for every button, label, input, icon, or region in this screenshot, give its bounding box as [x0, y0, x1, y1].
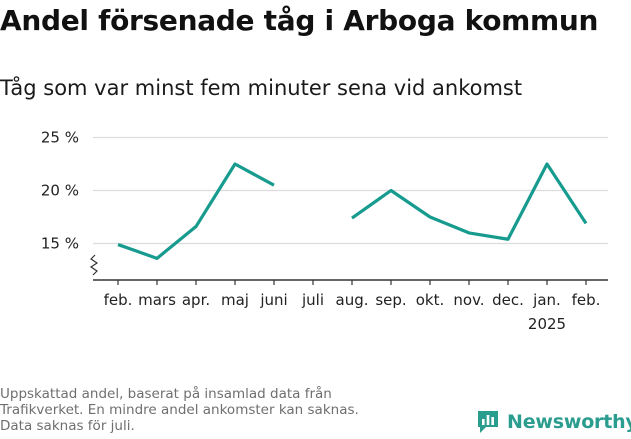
- y-tick-label: 15 %: [41, 235, 79, 253]
- x-tick-label: feb.: [572, 291, 601, 309]
- y-tick-label: 25 %: [41, 129, 79, 147]
- footnote-line: Data saknas för juli.: [0, 418, 135, 434]
- x-axis-ticks: feb. mars apr. maj juni juli aug. sep. okt. nov. d…: [104, 280, 601, 333]
- x-year-label: 2025: [528, 315, 566, 333]
- x-tick-label: feb.: [104, 291, 133, 309]
- x-axis: [89, 254, 608, 281]
- y-tick-label: 20 %: [41, 182, 79, 200]
- x-tick-label: maj: [221, 291, 249, 309]
- x-tick-label: jan.: [532, 291, 561, 309]
- x-tick-label: apr.: [182, 291, 210, 309]
- chart-subtitle: Tåg som var minst fem minuter sena vid a…: [0, 76, 523, 100]
- footnote-line: Uppskattad andel, baserat på insamlad da…: [0, 386, 332, 402]
- x-tick-label: juni: [259, 291, 287, 309]
- chart-title: Andel försenade tåg i Arboga kommun: [0, 4, 599, 37]
- axis-break-icon: [89, 254, 99, 276]
- x-tick-label: dec.: [492, 291, 524, 309]
- x-tick-label: aug.: [336, 291, 369, 309]
- x-tick-label: nov.: [453, 291, 484, 309]
- footnote: Uppskattad andel, baserat på insamlad da…: [0, 386, 440, 434]
- series-line: [351, 162, 588, 241]
- x-tick-label: mars: [138, 291, 176, 309]
- gridlines: [93, 136, 608, 245]
- x-tick-label: sep.: [375, 291, 406, 309]
- x-tick-label: okt.: [416, 291, 445, 309]
- x-tick-label: juli: [301, 291, 324, 309]
- data-series: [117, 162, 588, 260]
- bar-chart-logo-icon: [478, 411, 498, 433]
- line-chart: 15 % 20 % 25 % feb. mars apr. maj juni juli aug.…: [41, 129, 608, 333]
- series-line: [117, 162, 275, 260]
- brand-name: Newsworthy: [507, 411, 631, 433]
- brand-logo: Newsworthy: [476, 409, 631, 435]
- footnote-line: Trafikverket. En mindre andel ankomster …: [0, 402, 359, 418]
- y-axis-ticks: 15 % 20 % 25 %: [41, 129, 79, 253]
